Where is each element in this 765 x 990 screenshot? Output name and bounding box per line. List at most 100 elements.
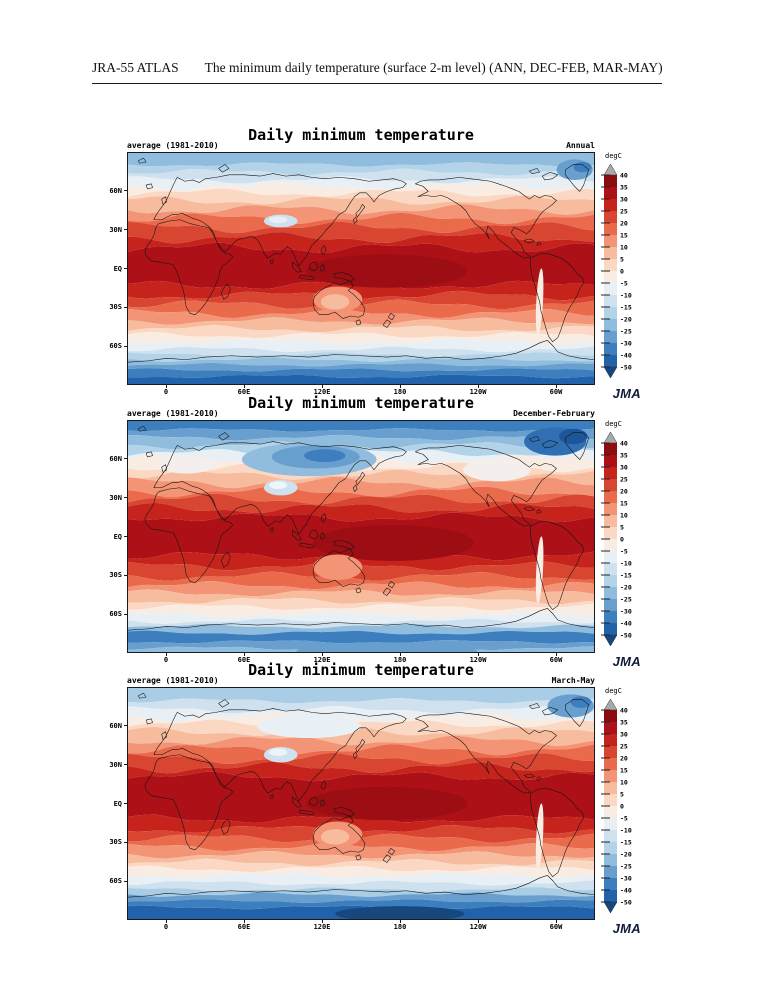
colorbar-tick-label: 5 — [620, 256, 624, 264]
lon-tick — [477, 920, 479, 923]
jma-logo: JMA — [612, 386, 641, 401]
figure-title: Daily minimum temperature — [248, 394, 474, 412]
colorbar-canvas: 40 35 30 25 20 15 10 5 0 -5 -10 -15 -20 -25 -30 -40 -50 — [601, 431, 632, 647]
lon-tick — [321, 920, 323, 923]
jma-logo: JMA — [612, 654, 641, 669]
colorbar-tick-label: 30 — [620, 464, 628, 472]
lon-tick-label: 60W — [549, 656, 563, 664]
lon-tick — [555, 653, 557, 656]
lon-tick — [477, 653, 479, 656]
lon-tick-label: 120E — [313, 388, 331, 396]
figure-subtitle-right: March-May — [551, 676, 595, 685]
colorbar-tick-label: 10 — [620, 779, 628, 787]
colorbar-tick-label: 10 — [620, 244, 628, 252]
lat-tick — [124, 190, 127, 192]
colorbar-tick-label: -30 — [620, 608, 632, 616]
colorbar-canvas: 40 35 30 25 20 15 10 5 0 -5 -10 -15 -20 -25 -30 -40 -50 — [601, 163, 632, 379]
lat-tick-label: EQ — [113, 799, 122, 808]
colorbar-tick-label: -20 — [620, 851, 632, 859]
temperature-anomaly-region — [257, 714, 361, 739]
world-map-mar-may — [127, 687, 595, 920]
lon-tick — [165, 920, 167, 923]
colorbar-tick-label: -50 — [620, 364, 632, 372]
lat-tick — [124, 613, 127, 615]
lat-tick-label: 60N — [109, 454, 122, 463]
lat-tick-label: 60S — [109, 342, 122, 351]
figure-subtitle-right: Annual — [566, 141, 595, 150]
world-map-annual — [127, 152, 595, 385]
temperature-anomaly-region — [313, 554, 363, 581]
antarctica-coastline — [128, 608, 594, 631]
colorbar-unit-label: degC — [605, 420, 622, 428]
lat-tick-label: 30S — [109, 303, 122, 312]
lon-tick — [243, 385, 245, 388]
lat-tick-label: 60S — [109, 877, 122, 886]
continent-outlines — [138, 157, 590, 342]
colorbar-tick-label: 15 — [620, 767, 628, 775]
colorbar-tick-label: -15 — [620, 572, 632, 580]
colorbar-tick-label: -40 — [620, 887, 632, 895]
continent-outlines — [138, 692, 590, 877]
colorbar-tick-label: -25 — [620, 596, 632, 604]
lon-tick — [555, 385, 557, 388]
colorbar-tick-label: 5 — [620, 524, 624, 532]
colorbar-tick-label: -5 — [620, 548, 628, 556]
colorbar-tick-label: -20 — [620, 584, 632, 592]
temperature-anomaly-region — [335, 906, 465, 919]
figure-subtitle-left: average (1981-2010) — [127, 676, 219, 685]
temperature-anomaly-region — [269, 481, 288, 490]
temperature-colorbar: 40 35 30 25 20 15 10 5 0 -5 -10 -15 -20 -25 -30 -40 -50 — [601, 163, 641, 389]
colorbar-tick-label: 20 — [620, 220, 628, 228]
lat-tick-label: EQ — [113, 532, 122, 541]
lat-tick — [124, 803, 127, 804]
lon-tick-label: 120W — [469, 388, 487, 396]
colorbar-tick-label: -10 — [620, 560, 632, 568]
lat-tick-label: 30N — [109, 225, 122, 234]
lat-tick — [124, 574, 127, 576]
colorbar-tick-label: 40 — [620, 707, 628, 715]
temperature-anomaly-region — [313, 524, 474, 561]
colorbar-tick-label: 25 — [620, 743, 628, 751]
lat-tick — [124, 764, 127, 766]
lon-tick — [165, 653, 167, 656]
colorbar-tick-label: 10 — [620, 512, 628, 520]
lon-tick-label: 120E — [313, 923, 331, 931]
lat-tick — [124, 458, 127, 460]
page-title: The minimum daily temperature (surface 2… — [204, 60, 663, 75]
figure-subtitle-right: December-February — [513, 409, 595, 418]
colorbar-tick-label: 5 — [620, 791, 624, 799]
map-canvas — [128, 421, 594, 652]
page-header: JRA-55 ATLAS The minimum daily temperatur… — [92, 60, 663, 84]
continent-outlines — [138, 425, 590, 610]
figure-title: Daily minimum temperature — [248, 661, 474, 679]
colorbar-tick-label: 30 — [620, 731, 628, 739]
colorbar-tick-label: 30 — [620, 196, 628, 204]
lon-tick — [243, 920, 245, 923]
colorbar-tick-label: 35 — [620, 184, 628, 192]
lon-tick-label: 60E — [237, 923, 251, 931]
lon-tick — [477, 385, 479, 388]
temperature-anomaly-region — [320, 294, 350, 310]
colorbar-tick-label: 25 — [620, 476, 628, 484]
colorbar-unit-label: degC — [605, 152, 622, 160]
temperature-anomaly-region — [304, 449, 346, 463]
temperature-colorbar: 40 35 30 25 20 15 10 5 0 -5 -10 -15 -20 -25 -30 -40 -50 — [601, 431, 641, 657]
lon-tick — [555, 920, 557, 923]
jma-logo: JMA — [612, 921, 641, 936]
colorbar-tick-label: 20 — [620, 488, 628, 496]
figure-annual: Daily minimum temperature average (1981-… — [100, 126, 660, 401]
temperature-anomaly-region — [570, 696, 592, 708]
colorbar-tick-label: -20 — [620, 316, 632, 324]
lat-tick — [124, 229, 127, 231]
lat-tick — [124, 880, 127, 882]
map-canvas — [128, 153, 594, 384]
lon-tick-label: 180 — [393, 923, 407, 931]
antarctica-coastline — [128, 340, 594, 363]
colorbar-tick-label: -40 — [620, 352, 632, 360]
lon-tick-label: 180 — [393, 388, 407, 396]
lat-tick — [124, 536, 127, 537]
colorbar-tick-label: -5 — [620, 815, 628, 823]
temperature-anomaly-region — [320, 829, 350, 845]
colorbar-canvas: 40 35 30 25 20 15 10 5 0 -5 -10 -15 -20 -25 -30 -40 -50 — [601, 698, 632, 914]
colorbar-tick-label: 25 — [620, 208, 628, 216]
